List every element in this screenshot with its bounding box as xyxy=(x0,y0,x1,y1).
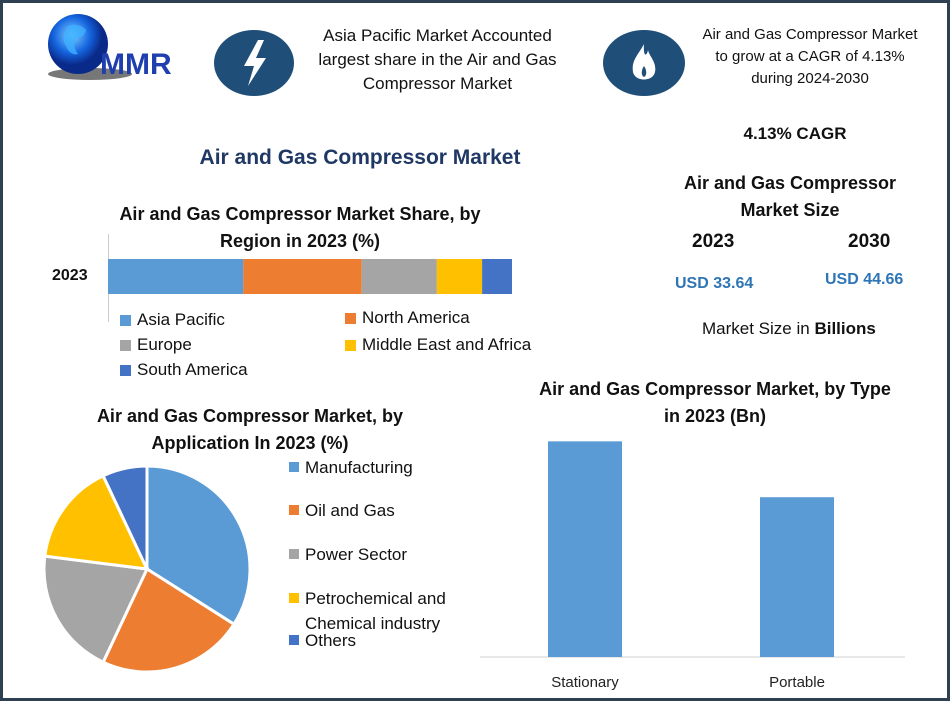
legend-swatch xyxy=(289,505,299,515)
legend-swatch xyxy=(289,462,299,472)
pie-slice-power-sector xyxy=(42,554,150,665)
value-2023: USD 33.64 xyxy=(675,275,754,292)
fact-cagr: Air and Gas Compressor Market to grow at… xyxy=(702,26,918,87)
unit-bold: Billions xyxy=(814,319,876,338)
bar-portable xyxy=(760,497,834,657)
logo-text: MMR xyxy=(100,48,172,81)
legend-swatch xyxy=(120,314,131,326)
legend-item-oil-and-gas: Oil and Gas xyxy=(289,500,465,523)
legend-swatch xyxy=(289,549,299,559)
legend-item-middle-east-and-africa: Middle East and Africa xyxy=(345,335,531,355)
cagr-value: 4.13% CAGR xyxy=(743,124,847,143)
year-2023: 2023 xyxy=(692,231,735,252)
legend-item-petrochemical-and-chemical-industry: Petrochemical and Chemical industry xyxy=(289,588,465,636)
unit-prefix: Market Size in xyxy=(702,319,815,338)
type-chart-title: Air and Gas Compressor Market, by Type i… xyxy=(539,379,891,426)
legend-swatch xyxy=(120,339,131,351)
legend-label: Middle East and Africa xyxy=(362,335,532,354)
legend-item-north-america: North America xyxy=(345,308,470,328)
legend-item-power-sector: Power Sector xyxy=(289,544,465,567)
region-stacked-bar xyxy=(108,259,512,294)
region-category-label: 2023 xyxy=(52,267,88,284)
bar-segment-europe xyxy=(361,259,437,294)
region-chart-title: Air and Gas Compressor Market Share, by … xyxy=(119,204,481,251)
legend-label: North America xyxy=(362,308,470,327)
fact-asia-pacific: Asia Pacific Market Accounted largest sh… xyxy=(318,26,557,93)
value-2030: USD 44.66 xyxy=(825,271,904,288)
legend-swatch xyxy=(345,339,356,351)
legend-label: Others xyxy=(305,631,357,650)
x-tick-label-portable: Portable xyxy=(769,674,825,691)
type-bar-chart: Stationary Portable xyxy=(480,441,905,691)
main-title: Air and Gas Compressor Market xyxy=(199,146,521,169)
application-chart-title: Air and Gas Compressor Market, by Applic… xyxy=(96,406,404,453)
pie-slice-petrochemical-and-chemical-industry xyxy=(43,473,150,571)
legend-label: Petrochemical and Chemical industry xyxy=(305,589,446,633)
legend-label: Asia Pacific xyxy=(137,310,225,329)
legend-label: Europe xyxy=(137,335,192,354)
legend-item-asia-pacific: Asia Pacific xyxy=(120,310,225,330)
legend-swatch xyxy=(289,593,299,603)
legend-label: Manufacturing xyxy=(305,458,413,477)
bar-segment-north-america xyxy=(243,259,362,294)
legend-label: Power Sector xyxy=(305,545,408,564)
year-2030: 2030 xyxy=(848,231,891,252)
bar-segment-south-america xyxy=(482,259,512,294)
pie-slice-others xyxy=(101,464,149,570)
legend-item-europe: Europe xyxy=(120,335,192,355)
legend-swatch xyxy=(120,364,131,376)
market-size-unit: Market Size in Billions xyxy=(702,319,876,339)
mmr-logo: MMR xyxy=(30,12,195,82)
x-tick-label-stationary: Stationary xyxy=(551,674,619,691)
legend-item-others: Others xyxy=(289,630,465,653)
flame-icon xyxy=(603,30,685,96)
bar-segment-middle-east-and-africa xyxy=(436,259,483,294)
legend-swatch xyxy=(345,312,356,324)
bar-stationary xyxy=(548,441,622,657)
legend-item-manufacturing: Manufacturing xyxy=(289,457,465,480)
legend-label: South America xyxy=(137,360,248,379)
legend-item-south-america: South America xyxy=(120,360,248,380)
market-size-title: Air and Gas Compressor Market Size xyxy=(683,173,897,220)
application-pie xyxy=(42,464,252,674)
lightning-icon xyxy=(214,30,294,96)
legend-swatch xyxy=(289,635,299,645)
bar-segment-asia-pacific xyxy=(108,259,244,294)
legend-label: Oil and Gas xyxy=(305,501,395,520)
